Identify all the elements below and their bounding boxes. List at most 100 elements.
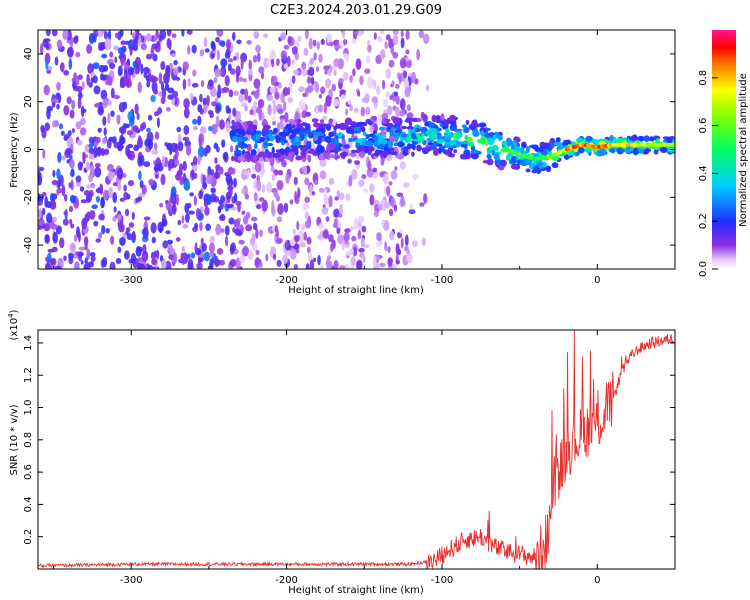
heatmap-noise-cell <box>357 229 362 240</box>
heatmap-noise-cell <box>275 229 279 238</box>
heatmap-ridge-cell <box>425 147 432 152</box>
heatmap-noise-cell <box>315 81 320 94</box>
heatmap-noise-cell <box>211 101 217 107</box>
figure-title: C2E3.2024.203.01.29.G09 <box>270 3 442 18</box>
heatmap-noise-cell <box>354 160 360 166</box>
colorbar-label: Normalized spectral amplitude <box>738 73 749 227</box>
heatmap-noise-cell <box>177 141 184 152</box>
heatmap-noise-cell <box>127 180 135 187</box>
heatmap-noise-cell <box>395 259 400 265</box>
heatmap-noise-cell <box>360 106 365 117</box>
heatmap-noise-cell <box>85 161 91 171</box>
heatmap-noise-cell <box>140 63 144 75</box>
heatmap-ridge-cell <box>408 121 413 127</box>
heatmap-noise-cell <box>109 51 114 58</box>
heatmap-ridge-cell <box>460 143 468 148</box>
heatmap-noise-cell <box>75 52 81 58</box>
heatmap-noise-cell <box>88 210 96 220</box>
heatmap-noise-cell <box>182 224 189 229</box>
heatmap-noise-cell <box>253 100 258 112</box>
heatmap-noise-cell <box>209 258 214 269</box>
heatmap-noise-cell <box>358 247 365 253</box>
heatmap-noise-cell <box>289 238 296 247</box>
heatmap-noise-cell <box>381 219 385 227</box>
heatmap-noise-cell <box>54 56 59 66</box>
heatmap-noise-cell <box>277 203 284 215</box>
heatmap-noise-cell <box>109 261 116 269</box>
heatmap-noise-cell <box>224 75 230 87</box>
heatmap-ridge-cell <box>337 132 343 138</box>
heatmap-ridge-cell <box>308 148 315 154</box>
heatmap-noise-cell <box>44 234 50 243</box>
heatmap-noise-cell <box>326 32 333 45</box>
heatmap-noise-cell <box>351 235 357 242</box>
heatmap-noise-cell <box>190 252 196 259</box>
heatmap-noise-cell <box>198 190 203 200</box>
heatmap-noise-cell <box>240 58 244 70</box>
heatmap-ridge-cell <box>375 135 379 142</box>
heatmap-noise-cell <box>208 251 214 257</box>
heatmap-noise-cell <box>307 154 312 163</box>
heatmap-ridge-cell <box>420 126 428 133</box>
heatmap-noise-cell <box>207 79 214 87</box>
heatmap-noise-cell <box>314 179 319 186</box>
heatmap-noise-cell <box>63 255 67 262</box>
heatmap-noise-cell <box>240 88 246 95</box>
heatmap-noise-cell <box>345 193 351 202</box>
heatmap-ridge-cell <box>292 128 300 135</box>
heatmap-noise-cell <box>133 37 138 47</box>
heatmap-noise-cell <box>185 212 190 223</box>
heatmap-ridge-cell <box>510 164 518 169</box>
heatmap-noise-cell <box>129 44 133 56</box>
heatmap-ridge-cell <box>533 165 541 173</box>
heatmap-noise-cell <box>88 143 94 149</box>
heatmap-noise-cell <box>344 228 351 234</box>
heatmap-noise-cell <box>81 217 88 230</box>
heatmap-noise-cell <box>325 94 332 107</box>
heatmap-noise-cell <box>386 185 391 197</box>
heatmap-noise-cell <box>406 252 413 264</box>
heatmap-noise-cell <box>348 175 353 187</box>
heatmap-noise-cell <box>331 83 337 92</box>
heatmap-noise-cell <box>180 253 186 265</box>
heatmap-noise-cell <box>400 37 405 49</box>
heatmap-noise-cell <box>271 172 276 181</box>
heatmap-ridge-cell <box>365 134 370 140</box>
heatmap-noise-cell <box>119 136 126 145</box>
heatmap-noise-cell <box>295 249 300 254</box>
heatmap-ridge-cell <box>553 141 562 146</box>
heatmap-noise-cell <box>210 187 216 193</box>
heatmap-ridge-cell <box>294 149 299 156</box>
heatmap-ridge-cell <box>291 124 296 129</box>
heatmap-ridge-cell <box>585 149 592 153</box>
heatmap-ridge-cell <box>314 140 322 145</box>
heatmap-noise-cell <box>253 31 260 39</box>
heatmap-noise-cell <box>333 69 337 77</box>
heatmap-noise-cell <box>219 119 225 130</box>
x-tick-label: -200 <box>275 575 298 586</box>
heatmap-noise-cell <box>195 207 200 220</box>
heatmap-noise-cell <box>63 70 70 76</box>
heatmap-ridge-cell <box>236 130 243 135</box>
heatmap-noise-cell <box>103 31 109 40</box>
heatmap-noise-cell <box>362 255 366 264</box>
heatmap-ridge-cell <box>295 155 303 161</box>
heatmap-noise-cell <box>190 169 195 178</box>
heatmap-ridge-cell <box>525 168 531 173</box>
heatmap-noise-cell <box>216 49 220 61</box>
heatmap-noise-cell <box>269 49 276 61</box>
y-tick-label: 40 <box>23 48 34 61</box>
heatmap-noise-cell <box>227 166 234 175</box>
heatmap-noise-cell <box>265 253 269 262</box>
heatmap-ridge-cell <box>299 133 305 141</box>
heatmap-noise-cell <box>136 262 142 269</box>
heatmap-noise-cell <box>261 199 268 212</box>
heatmap-ridge-cell <box>486 154 492 159</box>
heatmap-noise-cell <box>123 184 127 192</box>
heatmap-noise-cell <box>276 259 282 267</box>
heatmap-noise-cell <box>289 79 293 91</box>
heatmap-ridge-cell <box>524 157 533 166</box>
heatmap-noise-cell <box>319 159 327 168</box>
heatmap-noise-cell <box>233 90 239 96</box>
